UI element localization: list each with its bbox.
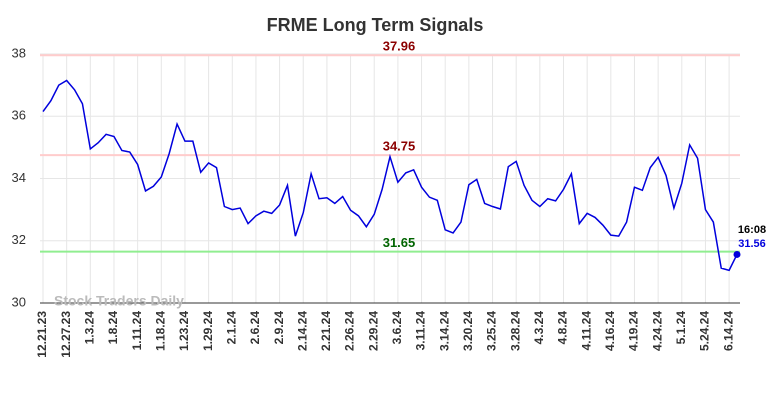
x-tick-label: 1.29.24: [201, 311, 215, 351]
x-tick-label: 1.8.24: [106, 311, 120, 345]
x-tick-label: 1.23.24: [177, 311, 191, 351]
x-tick-label: 12.21.23: [35, 311, 49, 358]
x-tick-label: 2.26.24: [343, 311, 357, 351]
y-tick-label: 36: [12, 108, 26, 123]
price-line: [42, 79, 738, 272]
x-tick-label: 4.24.24: [650, 311, 664, 351]
x-tick-label: 4.19.24: [627, 311, 641, 351]
x-tick-label: 2.29.24: [366, 311, 380, 351]
x-tick-label: 5.24.24: [698, 311, 712, 351]
signal-label: 34.75: [383, 139, 416, 154]
last-point: [733, 250, 741, 258]
x-tick-label: 2.9.24: [272, 311, 286, 345]
x-tick-label: 3.6.24: [390, 311, 404, 345]
x-tick-label: 3.11.24: [414, 311, 428, 351]
x-tick-label: 3.25.24: [485, 311, 499, 351]
signal-label: 37.96: [383, 39, 416, 54]
y-tick-label: 34: [12, 170, 26, 185]
x-tick-label: 4.8.24: [556, 311, 570, 345]
signal-label: 31.65: [383, 235, 416, 250]
x-tick-label: 4.16.24: [603, 311, 617, 351]
x-tick-label: 12.27.23: [59, 311, 73, 358]
x-tick-label: 1.3.24: [82, 311, 96, 345]
watermark: Stock Traders Daily: [54, 293, 184, 309]
last-time: 16:08: [738, 224, 766, 236]
y-tick-label: 32: [12, 232, 26, 247]
x-tick-label: 3.14.24: [437, 311, 451, 351]
x-tick-label: 5.1.24: [674, 311, 688, 345]
y-tick-label: 38: [12, 45, 26, 60]
y-tick-label: 30: [12, 294, 26, 309]
x-tick-label: 2.14.24: [295, 311, 309, 351]
x-tick-label: 6.14.24: [721, 311, 735, 351]
x-tick-label: 2.6.24: [248, 311, 262, 345]
x-tick-label: 4.3.24: [532, 311, 546, 345]
x-tick-label: 2.21.24: [319, 311, 333, 351]
chart-title: FRME Long Term Signals: [267, 15, 484, 35]
last-value: 31.56: [738, 238, 766, 250]
x-tick-label: 3.28.24: [508, 311, 522, 351]
x-tick-label: 1.18.24: [153, 311, 167, 351]
x-tick-label: 1.11.24: [130, 311, 144, 351]
x-tick-label: 3.20.24: [461, 311, 475, 351]
x-tick-label: 2.1.24: [224, 311, 238, 345]
x-tick-label: 4.11.24: [579, 311, 593, 351]
